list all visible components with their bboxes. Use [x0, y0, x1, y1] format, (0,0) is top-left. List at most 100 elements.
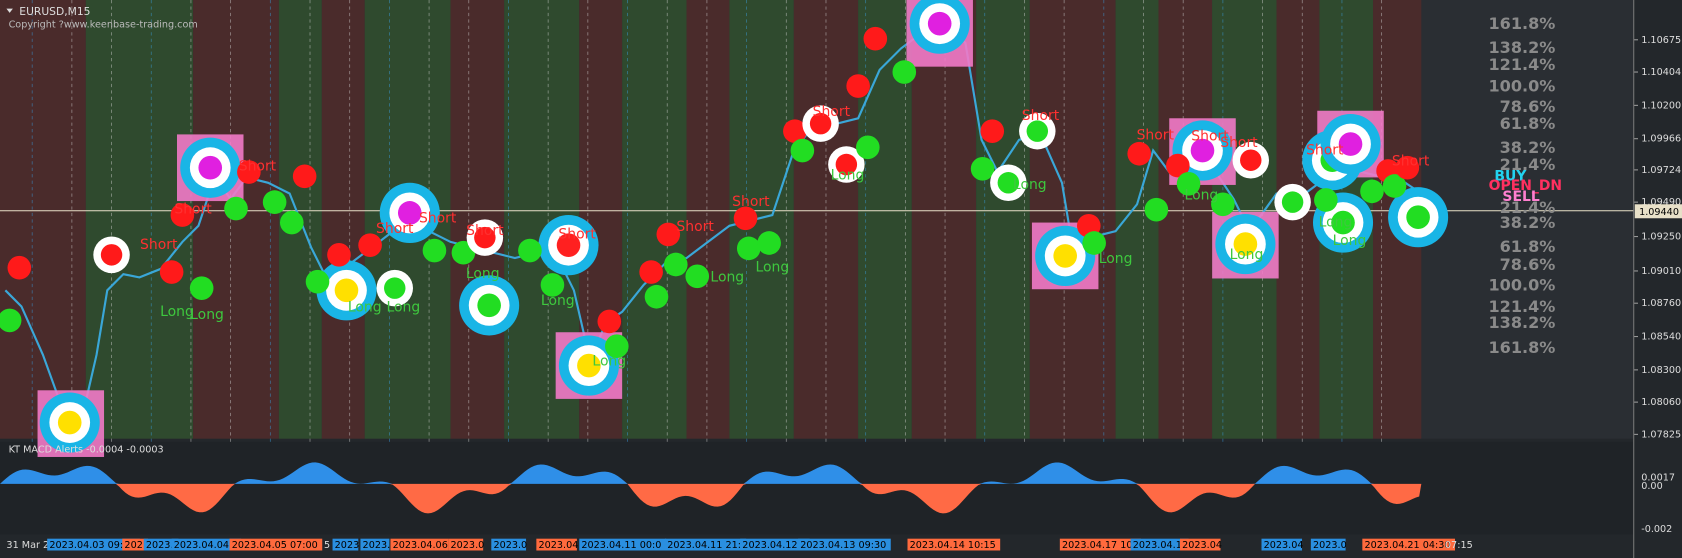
dot	[1240, 149, 1262, 171]
macd-down	[0, 483, 1422, 514]
signal-label: Long	[348, 299, 382, 315]
time-label: 2023.04.18	[1133, 540, 1188, 551]
signal-label: Short	[1022, 108, 1060, 124]
target-inner	[1331, 210, 1355, 235]
fib-label: 61.8%	[1500, 114, 1556, 133]
time-tag	[1179, 538, 1221, 551]
dot	[863, 26, 888, 51]
buy-label: BUY	[1494, 168, 1527, 184]
band	[622, 0, 687, 439]
band	[0, 0, 86, 439]
signal-label: Long	[190, 307, 224, 323]
time-tag	[665, 538, 747, 551]
time-tag	[1362, 538, 1456, 551]
price-label: 1.09010	[1641, 266, 1681, 277]
dot	[783, 119, 807, 144]
dot	[664, 252, 688, 277]
dot	[474, 226, 496, 249]
dot	[1211, 192, 1235, 217]
band	[976, 0, 1030, 439]
time-tag	[1310, 538, 1346, 551]
band	[321, 0, 365, 439]
target-inner	[556, 233, 581, 257]
time-label: 2023.0	[1313, 540, 1347, 551]
signal-label: Long	[386, 299, 420, 315]
signal-label: Long	[1319, 215, 1353, 231]
signal-label: Short	[174, 202, 212, 218]
sell-label: SELL	[1502, 189, 1539, 205]
time-tag	[1130, 538, 1189, 551]
menu-icon	[6, 8, 13, 13]
time-label: 5	[324, 540, 330, 551]
time-tag	[1059, 538, 1141, 551]
signal-label: Short	[1220, 135, 1258, 151]
dot	[1314, 188, 1338, 212]
dot	[656, 222, 681, 247]
dot	[262, 190, 287, 214]
time-label: 2023	[335, 540, 360, 551]
dot	[170, 203, 195, 227]
macd-panel	[0, 441, 1634, 535]
dot	[790, 138, 815, 163]
dot	[605, 334, 629, 359]
fib-label: 161.8%	[1488, 338, 1555, 357]
signal-label: Long	[592, 353, 626, 369]
time-label: 2023.04	[1182, 540, 1222, 551]
dot	[1281, 191, 1304, 213]
signal-label: Short	[140, 237, 178, 253]
macd-axis-label: -0.002	[1641, 524, 1672, 535]
time-label: 2023.0	[493, 540, 527, 551]
dot	[597, 309, 622, 334]
signal-label: Long	[1333, 233, 1367, 249]
time-tag	[1261, 538, 1303, 551]
fib-label: 138.2%	[1488, 313, 1555, 332]
time-tag	[171, 538, 242, 551]
time-tag	[229, 538, 323, 551]
dot	[327, 242, 351, 267]
time-label: 2023.	[363, 540, 391, 551]
dot	[856, 135, 880, 160]
dot	[1395, 155, 1420, 180]
time-tag	[332, 538, 359, 551]
time-label: 202	[124, 540, 142, 551]
time-label: 2023.04.13 09:30	[800, 540, 886, 551]
time-tag	[536, 538, 577, 551]
price-label: 1.08760	[1641, 298, 1681, 309]
dot	[279, 210, 304, 235]
signal-label: Long	[1230, 247, 1264, 263]
time-label: 2023.04.21 04:30	[1364, 540, 1450, 551]
price-label: 1.08300	[1641, 365, 1681, 376]
dot	[736, 236, 761, 261]
signal-label: Short	[419, 210, 457, 226]
price-label: 1.09250	[1641, 232, 1681, 243]
dot	[809, 112, 832, 135]
band	[686, 0, 730, 439]
signal-label: Long	[710, 269, 744, 285]
macd-up	[0, 462, 1422, 484]
price-label: 1.09966	[1641, 134, 1681, 145]
fib-label: 21.4%	[1500, 198, 1556, 217]
signal-label: Long	[1185, 188, 1219, 204]
target-inner	[1053, 244, 1077, 268]
fib-label: 100.0%	[1488, 275, 1555, 294]
copyright: Copyright ?www.keenbase-trading.com	[9, 20, 198, 31]
dot	[292, 164, 317, 189]
fib-label: 38.2%	[1500, 213, 1556, 232]
price-label: 1.07825	[1641, 429, 1681, 440]
dot	[644, 284, 669, 309]
fib-label: 121.4%	[1488, 297, 1555, 316]
price-label: 1.09490	[1641, 197, 1681, 208]
dot	[835, 153, 858, 176]
fib-label: 38.2%	[1500, 138, 1556, 157]
time-label: 31 Mar 20	[6, 540, 55, 551]
dot	[159, 260, 184, 284]
dot	[1176, 172, 1201, 196]
macd-axis-label: 0.0017	[1641, 472, 1675, 483]
dot	[846, 74, 870, 98]
target-inner	[1190, 138, 1215, 163]
dot	[100, 244, 123, 266]
time-tag	[907, 538, 1001, 551]
band	[1029, 0, 1116, 439]
dot	[892, 60, 917, 84]
